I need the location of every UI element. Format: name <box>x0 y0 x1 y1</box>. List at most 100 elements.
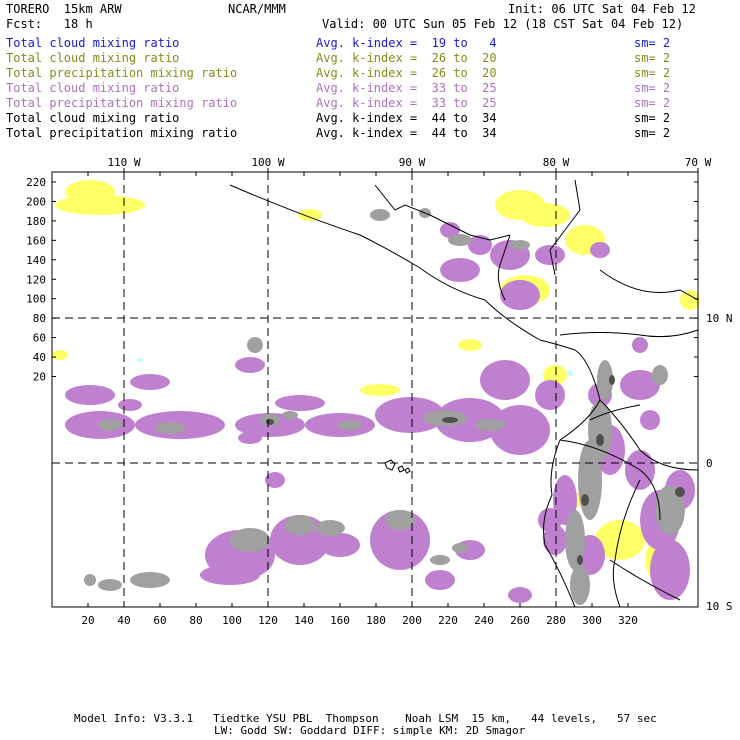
legend-kindex: Avg. k-index = 44 to 34 <box>316 126 497 140</box>
y-tick-label: 80 <box>33 312 46 325</box>
x-tick-label: 120 <box>258 614 278 627</box>
legend-kindex: Avg. k-index = 33 to 25 <box>316 96 497 110</box>
legend-field: Total cloud mixing ratio <box>6 81 180 95</box>
x-tick-label: 100 <box>222 614 242 627</box>
legend-kindex: Avg. k-index = 19 to 4 <box>316 36 497 50</box>
legend-sm: sm= 2 <box>634 51 671 65</box>
y-tick-label: 100 <box>26 293 46 306</box>
coastline <box>599 269 699 301</box>
x-tick-label: 280 <box>546 614 566 627</box>
map-frame <box>51 171 699 608</box>
cloud-core <box>577 555 583 565</box>
cloud-gray <box>448 234 472 246</box>
coastline <box>559 439 661 521</box>
precip-purple <box>468 235 492 255</box>
precip-purple <box>130 374 170 390</box>
cloud-cyan <box>567 370 573 376</box>
valid-time: Valid: 00 UTC Sun 05 Feb 12 (18 CST Sat … <box>322 17 684 31</box>
cloud-gray <box>247 337 263 353</box>
precip-purple <box>370 510 430 570</box>
x-tick-label: 240 <box>474 614 494 627</box>
precip-purple <box>235 357 265 373</box>
precip-purple <box>490 405 550 455</box>
model-physics: LW: Godd SW: Goddard DIFF: simple KM: 2D… <box>214 724 526 737</box>
lon-label: 110 W <box>107 156 140 169</box>
cloud-cyan <box>137 358 143 362</box>
cloud-gray <box>452 543 468 553</box>
cloud-gray <box>315 520 345 536</box>
precip-purple <box>440 222 460 238</box>
precip-purple <box>375 397 445 433</box>
cloud-core <box>596 434 604 446</box>
x-tick-label: 320 <box>618 614 638 627</box>
cloud-gray <box>385 510 415 530</box>
x-tick-label: 220 <box>438 614 458 627</box>
cloud-gray <box>282 411 298 419</box>
cloud-gray <box>370 209 390 221</box>
cloud-yellow <box>458 339 482 351</box>
x-tick-label: 200 <box>402 614 422 627</box>
coastline <box>599 399 699 471</box>
model-info: Model Info: V3.3.1 Tiedtke YSU PBL Thomp… <box>74 712 657 725</box>
coastline <box>397 465 405 473</box>
precip-purple <box>650 540 690 600</box>
x-tick-label: 180 <box>366 614 386 627</box>
cloud-gray <box>655 485 685 535</box>
precip-purple <box>640 410 660 430</box>
cloud-gray <box>285 515 315 535</box>
lat-label: 10 S <box>706 600 733 613</box>
precip-purple <box>543 525 567 555</box>
lat-lon-grid <box>52 172 698 607</box>
map-axes: 110 W 100 W 90 W 80 W 70 W 10 N 0 10 S 220 200 180… <box>26 156 732 627</box>
legend-field: Total precipitation mixing ratio <box>6 96 238 110</box>
legend-kindex: Avg. k-index = 44 to 34 <box>316 111 497 125</box>
y-tick-label: 220 <box>26 176 46 189</box>
precip-purple <box>590 242 610 258</box>
cloud-yellow <box>360 384 400 396</box>
cloud-gray <box>430 555 450 565</box>
legend-sm: sm= 2 <box>634 111 671 125</box>
cloud-core <box>266 419 274 425</box>
legend-sm: sm= 2 <box>634 66 671 80</box>
coastline <box>404 467 411 474</box>
cloud-core <box>609 375 615 385</box>
lat-label: 10 N <box>706 312 733 325</box>
cloud-core <box>675 487 685 497</box>
coastline <box>497 234 511 301</box>
precip-purple <box>440 258 480 282</box>
init-time: Init: 06 UTC Sat 04 Feb 12 <box>508 2 696 16</box>
legend-field: Total cloud mixing ratio <box>6 111 180 125</box>
center-label: NCAR/MMM <box>228 2 286 16</box>
weather-map: 110 W 100 W 90 W 80 W 70 W 10 N 0 10 S 220 200 180… <box>26 156 732 627</box>
cloud-yellow <box>298 209 322 221</box>
lon-label: 80 W <box>543 156 570 169</box>
cloud-yellow <box>680 290 700 310</box>
precip-purple <box>500 280 540 310</box>
coastline <box>384 459 396 471</box>
precip-purple <box>632 337 648 353</box>
cloud-gray <box>98 419 122 431</box>
coastline <box>589 404 641 421</box>
cloud-gray <box>84 574 96 586</box>
y-tick-label: 160 <box>26 234 46 247</box>
cloud-yellow <box>543 365 567 385</box>
precip-purple <box>553 475 577 525</box>
cloud-yellow <box>520 203 570 227</box>
legend-field: Total precipitation mixing ratio <box>6 126 238 140</box>
cloud-gray <box>588 400 612 460</box>
coastline <box>612 479 641 608</box>
precip-purple <box>265 472 285 488</box>
cloud-yellow <box>65 180 115 204</box>
y-tick-label: 200 <box>26 195 46 208</box>
legend-field: Total cloud mixing ratio <box>6 51 180 65</box>
precip-purple <box>200 565 260 585</box>
legend-sm: sm= 2 <box>634 81 671 95</box>
x-tick-label: 140 <box>294 614 314 627</box>
legend-kindex: Avg. k-index = 26 to 20 <box>316 66 497 80</box>
cloud-gray <box>652 365 668 385</box>
x-tick-label: 80 <box>189 614 202 627</box>
cloud-gray <box>475 419 505 431</box>
cloud-yellow <box>595 520 645 560</box>
precip-purple <box>425 570 455 590</box>
cloud-gray <box>510 240 530 250</box>
